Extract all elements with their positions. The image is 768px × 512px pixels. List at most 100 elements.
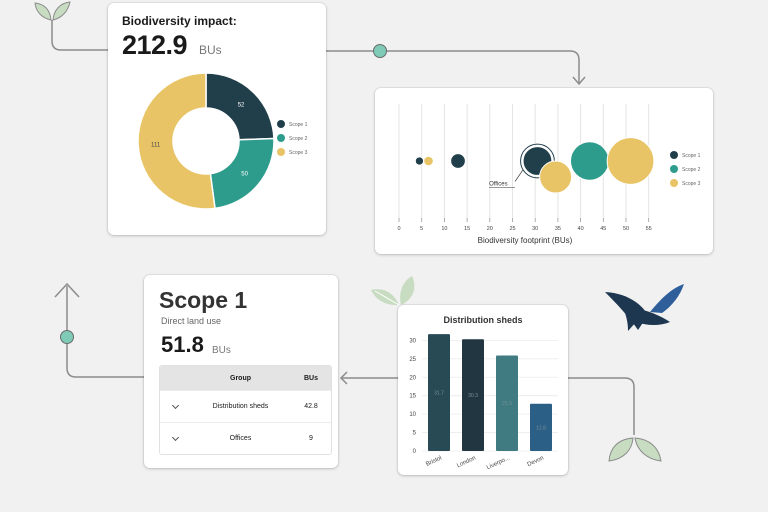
x-tick-label: 0	[397, 226, 400, 232]
annotation-leader	[514, 169, 524, 182]
row-group: Distribution sheds	[212, 403, 269, 410]
connector-impact-to-bubble	[326, 50, 580, 83]
donut-chart: 52 50 111 Scope 1 Scope 2 Scope 3	[137, 72, 308, 210]
x-category-label-1: Bristol	[425, 455, 443, 467]
connector-scope-up	[66, 286, 144, 378]
distribution-sheds-card: Distribution sheds 0 5 10 15 20 25 30 31.7 Bristo…	[398, 305, 568, 475]
bubble-point-3	[450, 153, 466, 169]
expand-row-button[interactable]	[160, 433, 190, 442]
scope-subtitle: Direct land use	[161, 316, 222, 326]
x-tick-label: 10	[441, 226, 447, 232]
impact-value: 212.9	[122, 30, 188, 60]
header-group: Group	[230, 374, 251, 382]
scope-unit: BUs	[212, 345, 231, 356]
bubble-legend-swatch-2	[670, 165, 678, 173]
legend-swatch-2	[277, 134, 285, 142]
connector-node-top	[373, 44, 387, 58]
connector-right-bottom	[568, 377, 635, 435]
x-tick-label: 30	[532, 226, 538, 232]
bar-value-label-2: 30.3	[468, 393, 478, 399]
bubble-point-7	[606, 137, 655, 185]
bar-1	[428, 334, 450, 451]
x-tick-label: 15	[464, 226, 470, 232]
x-tick-label: 35	[555, 226, 561, 232]
donut-label-1: 52	[238, 103, 245, 109]
bubble-legend-label-2: Scope 2	[682, 167, 701, 173]
x-category-label-3: Liverpo...	[486, 455, 511, 471]
y-tick-label: 10	[409, 412, 416, 418]
bar-value-label-4: 12.8	[536, 425, 546, 431]
y-tick-label: 25	[409, 357, 416, 363]
x-tick-label: 40	[578, 226, 584, 232]
y-tick-label: 15	[409, 394, 416, 400]
bubble-point-2	[423, 155, 434, 167]
donut-slice-1	[205, 72, 275, 141]
header-bus: BUs	[303, 374, 318, 382]
donut-label-3: 111	[151, 142, 161, 148]
legend-swatch-3	[277, 148, 285, 156]
x-tick-label: 45	[600, 226, 606, 232]
legend-label-3: Scope 3	[289, 150, 308, 156]
table-row-distribution-sheds[interactable]: Distribution sheds 42.8	[160, 390, 331, 422]
donut-label-2: 50	[241, 172, 248, 178]
legend-label-1: Scope 1	[289, 122, 308, 128]
connector-top	[51, 20, 108, 51]
impact-title: Biodiversity impact:	[122, 14, 237, 28]
y-tick-label: 30	[409, 338, 416, 344]
biodiversity-impact-card: Biodiversity impact: 212.9 BUs 52 50 111 Sc…	[108, 3, 326, 235]
x-tick-label: 5	[420, 226, 423, 232]
scope-title: Scope 1	[159, 287, 248, 313]
bubble-point-5	[539, 160, 573, 194]
scope-table: Group BUs Distribution sheds 42.8 Office…	[159, 365, 332, 455]
row-bus: 9	[309, 435, 313, 442]
x-category-label-2: London	[456, 455, 477, 469]
bar-3	[496, 355, 518, 451]
legend-label-2: Scope 2	[289, 136, 308, 142]
bubble-legend-label-1: Scope 1	[682, 153, 701, 159]
impact-unit: BUs	[199, 43, 222, 57]
bubble-legend-swatch-1	[670, 151, 678, 159]
x-tick-label: 55	[646, 226, 652, 232]
arrow-head-up	[54, 282, 80, 298]
distribution-sheds-bar-chart: Distribution sheds 0 5 10 15 20 25 30 31.7 Bristo…	[409, 315, 558, 471]
row-bus: 42.8	[304, 403, 318, 410]
bubble-legend-swatch-3	[670, 179, 678, 187]
sprout-icon-top-left	[34, 1, 71, 21]
bubble-point-6	[569, 141, 610, 181]
bird-icon	[605, 284, 684, 331]
connector-node-left	[60, 330, 74, 344]
arrow-head-left	[339, 371, 348, 385]
scope-value: 51.8	[161, 332, 204, 357]
x-tick-label: 20	[487, 226, 493, 232]
bar-2	[462, 339, 484, 451]
chevron-down-icon	[171, 401, 179, 410]
x-tick-label: 25	[509, 226, 515, 232]
chevron-down-icon	[171, 433, 179, 442]
annotation-label: Offices	[489, 181, 508, 187]
bar-value-label-1: 31.7	[434, 391, 444, 397]
table-row-offices[interactable]: Offices 9	[160, 422, 331, 454]
arrow-head-down	[572, 76, 586, 86]
scope-1-card: Scope 1 Direct land use 51.8 BUs Group B…	[144, 275, 338, 468]
chart-title: Distribution sheds	[443, 315, 522, 325]
bubble-legend-label-3: Scope 3	[682, 181, 701, 187]
y-tick-label: 0	[413, 449, 417, 455]
y-tick-label: 5	[413, 431, 417, 437]
table-header: Group BUs	[160, 366, 331, 390]
y-tick-label: 20	[409, 375, 416, 381]
row-group: Offices	[229, 435, 252, 442]
legend-swatch-1	[277, 120, 285, 128]
expand-row-button[interactable]	[160, 401, 190, 410]
bar-4	[530, 403, 552, 451]
footprint-bubble-card: 0 5 10 15 20 25 30 35 40 45 50 55 Biodiversity footp…	[375, 88, 713, 254]
bubble-point-1	[414, 156, 425, 166]
donut-slice-3	[137, 72, 216, 210]
bar-value-label-3: 25.9	[502, 401, 512, 407]
x-tick-label: 50	[623, 226, 629, 232]
leaf-icon-middle	[371, 276, 415, 306]
x-axis-label: Biodiversity footprint (BUs)	[478, 236, 573, 245]
x-category-label-4: Devon	[527, 455, 545, 468]
sprout-icon-bottom-right	[608, 437, 662, 462]
